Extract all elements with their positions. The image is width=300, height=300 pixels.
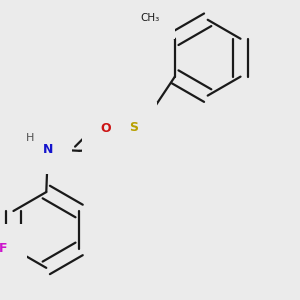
- Text: F: F: [0, 242, 8, 255]
- Text: CH₃: CH₃: [140, 13, 160, 23]
- Text: H: H: [26, 133, 34, 142]
- Text: N: N: [43, 143, 53, 156]
- Text: S: S: [129, 121, 138, 134]
- Text: O: O: [100, 122, 111, 135]
